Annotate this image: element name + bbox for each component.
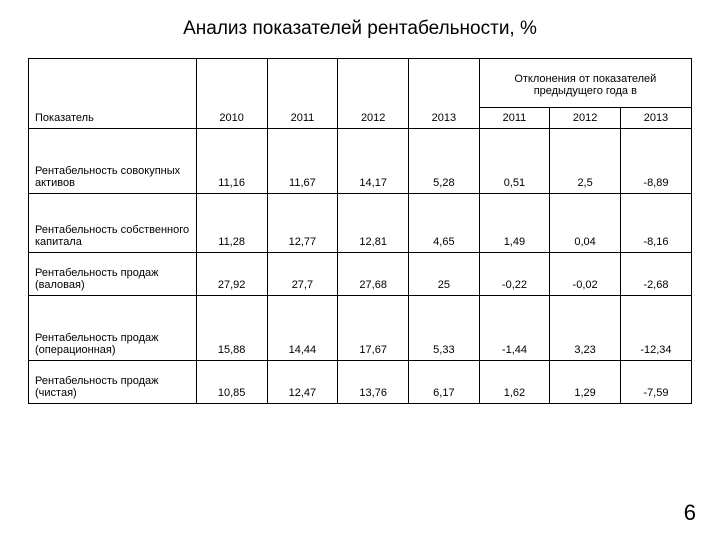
- row-label: Рентабельность продаж (валовая): [29, 253, 197, 296]
- row-label: Рентабельность продаж (чистая): [29, 361, 197, 404]
- cell-2011: 12,77: [267, 194, 338, 253]
- cell-dev-2013: -12,34: [620, 296, 691, 361]
- table-row: Рентабельность совокупных активов11,1611…: [29, 129, 692, 194]
- cell-2012: 17,67: [338, 296, 409, 361]
- cell-dev-2013: -7,59: [620, 361, 691, 404]
- table-row: Рентабельность продаж (чистая)10,8512,47…: [29, 361, 692, 404]
- profitability-table: Показатель 2010 2011 2012 2013 Отклонени…: [28, 58, 692, 404]
- page-number: 6: [684, 500, 696, 526]
- row-label: Рентабельность собственного капитала: [29, 194, 197, 253]
- cell-dev-2013: -2,68: [620, 253, 691, 296]
- cell-dev-2012: 0,04: [550, 194, 621, 253]
- cell-2013: 5,33: [409, 296, 480, 361]
- cell-dev-2012: 3,23: [550, 296, 621, 361]
- cell-2011: 11,67: [267, 129, 338, 194]
- cell-dev-2011: 0,51: [479, 129, 550, 194]
- cell-2010: 15,88: [196, 296, 267, 361]
- cell-dev-2012: 2,5: [550, 129, 621, 194]
- cell-2011: 14,44: [267, 296, 338, 361]
- cell-2012: 14,17: [338, 129, 409, 194]
- cell-dev-2012: -0,02: [550, 253, 621, 296]
- page-title: Анализ показателей рентабельности, %: [28, 18, 692, 40]
- cell-2013: 4,65: [409, 194, 480, 253]
- cell-2011: 27,7: [267, 253, 338, 296]
- cell-dev-2011: 1,49: [479, 194, 550, 253]
- table-row: Рентабельность продаж (валовая)27,9227,7…: [29, 253, 692, 296]
- cell-dev-2012: 1,29: [550, 361, 621, 404]
- col-header-dev-2013: 2013: [620, 108, 691, 129]
- cell-2011: 12,47: [267, 361, 338, 404]
- col-header-dev-2012: 2012: [550, 108, 621, 129]
- col-header-indicator: Показатель: [29, 59, 197, 129]
- cell-dev-2011: -1,44: [479, 296, 550, 361]
- cell-dev-2013: -8,89: [620, 129, 691, 194]
- cell-2010: 10,85: [196, 361, 267, 404]
- cell-2012: 12,81: [338, 194, 409, 253]
- cell-2012: 27,68: [338, 253, 409, 296]
- cell-2012: 13,76: [338, 361, 409, 404]
- col-header-2012: 2012: [338, 59, 409, 129]
- cell-2010: 11,16: [196, 129, 267, 194]
- cell-2013: 25: [409, 253, 480, 296]
- cell-dev-2011: 1,62: [479, 361, 550, 404]
- cell-2013: 5,28: [409, 129, 480, 194]
- col-header-2011: 2011: [267, 59, 338, 129]
- cell-2010: 27,92: [196, 253, 267, 296]
- row-label: Рентабельность продаж (операционная): [29, 296, 197, 361]
- table-row: Рентабельность продаж (операционная)15,8…: [29, 296, 692, 361]
- cell-dev-2013: -8,16: [620, 194, 691, 253]
- col-header-deviations: Отклонения от показателей предыдущего го…: [479, 59, 691, 108]
- cell-2010: 11,28: [196, 194, 267, 253]
- col-header-dev-2011: 2011: [479, 108, 550, 129]
- table-body: Рентабельность совокупных активов11,1611…: [29, 129, 692, 404]
- col-header-2013: 2013: [409, 59, 480, 129]
- col-header-2010: 2010: [196, 59, 267, 129]
- cell-dev-2011: -0,22: [479, 253, 550, 296]
- table-row: Рентабельность собственного капитала11,2…: [29, 194, 692, 253]
- slide: Анализ показателей рентабельности, % Пок…: [0, 0, 720, 540]
- cell-2013: 6,17: [409, 361, 480, 404]
- row-label: Рентабельность совокупных активов: [29, 129, 197, 194]
